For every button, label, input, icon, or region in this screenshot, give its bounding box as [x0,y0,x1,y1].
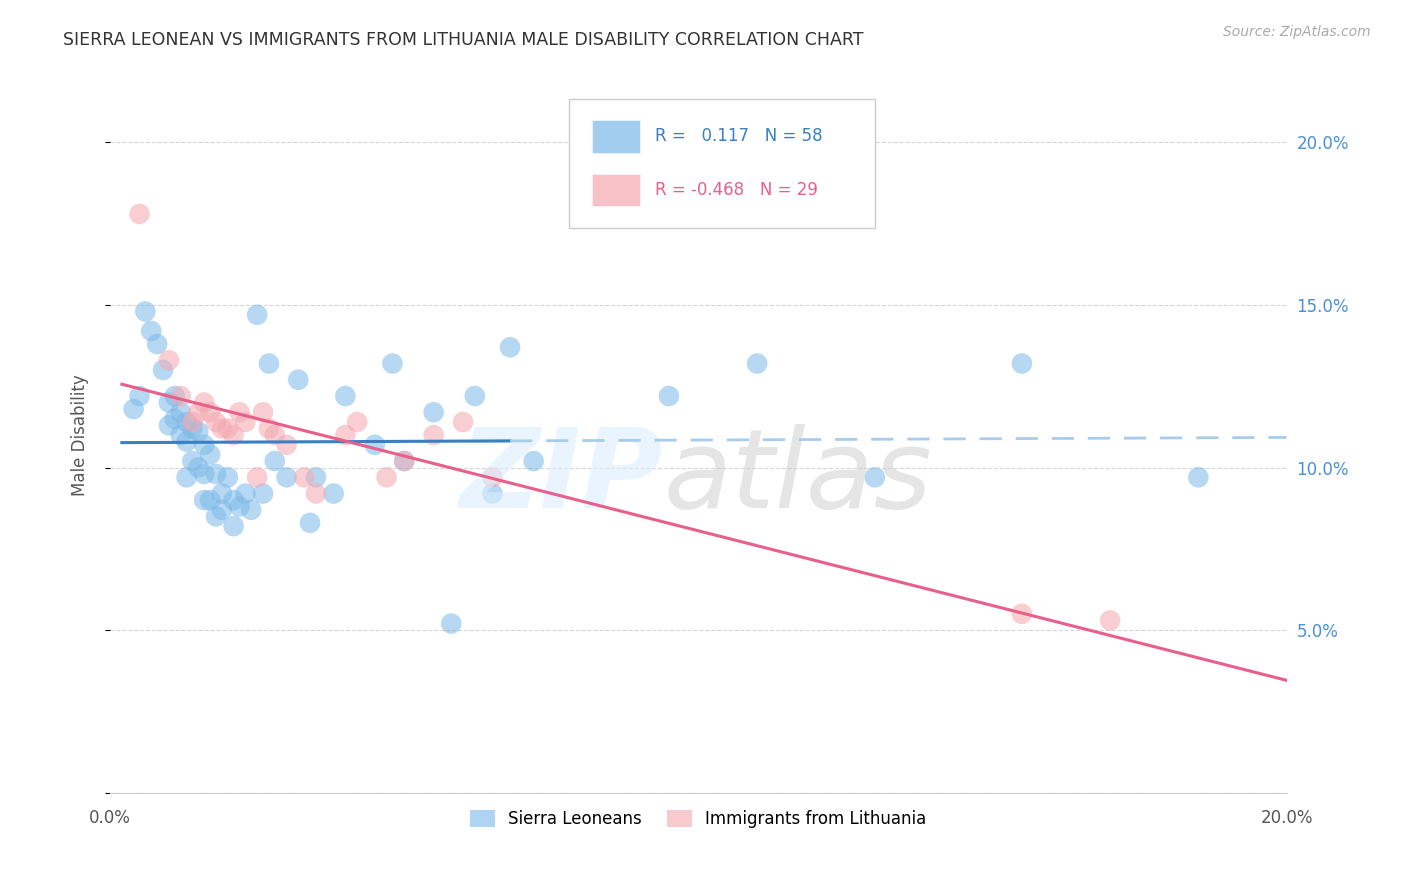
Point [217,421,239,435]
Point [1011,357,1033,371]
Point [211,421,233,435]
Text: Source: ZipAtlas.com: Source: ZipAtlas.com [1223,25,1371,39]
Point [305,486,328,500]
Point [157,395,180,409]
Point [299,516,322,530]
Text: atlas: atlas [664,425,932,532]
Point [222,428,245,442]
Point [152,363,174,377]
Point [176,415,198,429]
Point [122,402,145,417]
Point [364,438,387,452]
Point [346,415,368,429]
Point [392,454,415,468]
Point [211,503,233,517]
Point [157,353,180,368]
Point [228,405,250,419]
Point [523,454,546,468]
Point [1099,613,1122,627]
Point [187,460,209,475]
Point [246,308,269,322]
Point [235,415,257,429]
Point [276,438,298,452]
Point [322,486,344,500]
Point [263,454,285,468]
Point [481,486,503,500]
Point [257,421,280,435]
Point [187,405,209,419]
Text: SIERRA LEONEAN VS IMMIGRANTS FROM LITHUANIA MALE DISABILITY CORRELATION CHART: SIERRA LEONEAN VS IMMIGRANTS FROM LITHUA… [63,31,863,49]
Point [205,467,228,481]
Point [198,493,221,508]
Point [193,467,215,481]
Point [747,357,769,371]
Point [392,454,415,468]
Point [235,486,257,500]
Point [222,519,245,533]
Point [1187,470,1209,484]
Point [863,470,886,484]
Point [292,470,315,484]
Point [169,389,191,403]
Point [217,470,239,484]
Point [169,405,191,419]
Point [252,405,274,419]
Point [375,470,398,484]
FancyBboxPatch shape [569,99,875,227]
Point [263,428,285,442]
Point [176,470,198,484]
FancyBboxPatch shape [592,174,640,206]
Point [193,395,215,409]
Point [198,405,221,419]
Point [146,337,169,351]
Y-axis label: Male Disability: Male Disability [72,374,89,496]
Point [276,470,298,484]
Point [163,411,186,425]
Point [157,418,180,433]
Point [246,470,269,484]
Point [181,454,204,468]
Point [163,389,186,403]
Point [422,428,444,442]
Point [128,389,150,403]
Point [187,425,209,439]
Point [222,493,245,508]
Legend: Sierra Leoneans, Immigrants from Lithuania: Sierra Leoneans, Immigrants from Lithuan… [464,803,934,834]
Point [128,207,150,221]
Point [228,500,250,514]
Point [193,493,215,508]
Point [422,405,444,419]
Point [141,324,163,338]
Point [381,357,404,371]
Point [252,486,274,500]
Point [1011,607,1033,621]
Point [181,421,204,435]
Point [287,373,309,387]
Text: R =   0.117   N = 58: R = 0.117 N = 58 [655,127,823,145]
Point [499,340,522,354]
Point [257,357,280,371]
Point [240,503,263,517]
Point [176,434,198,449]
Point [181,415,204,429]
Point [205,509,228,524]
FancyBboxPatch shape [592,120,640,153]
Point [169,428,191,442]
Point [440,616,463,631]
Point [211,486,233,500]
Point [205,415,228,429]
Point [464,389,486,403]
Point [335,389,357,403]
Point [451,415,474,429]
Point [134,304,156,318]
Point [658,389,681,403]
Text: ZIP: ZIP [460,425,664,532]
Text: R = -0.468   N = 29: R = -0.468 N = 29 [655,181,818,199]
Point [481,470,503,484]
Point [335,428,357,442]
Point [198,448,221,462]
Point [193,438,215,452]
Point [305,470,328,484]
